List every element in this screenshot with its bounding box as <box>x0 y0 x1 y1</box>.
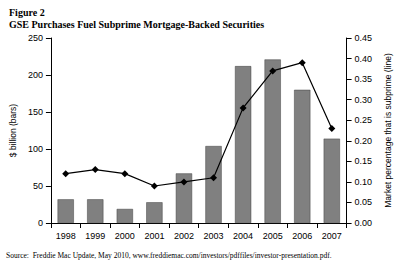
svg-text:Source: Freddie Mac Update, M: Source: Freddie Mac Update, May 2010, ww… <box>6 251 332 260</box>
svg-text:2003: 2003 <box>204 231 224 241</box>
svg-text:2005: 2005 <box>263 231 283 241</box>
svg-text:0.40: 0.40 <box>355 54 373 64</box>
svg-text:2001: 2001 <box>144 231 164 241</box>
svg-text:GSE Purchases Fuel Subprime Mo: GSE Purchases Fuel Subprime Mortgage-Bac… <box>9 19 264 30</box>
svg-text:2002: 2002 <box>174 231 194 241</box>
svg-text:0.00: 0.00 <box>355 218 373 228</box>
svg-text:2006: 2006 <box>292 231 312 241</box>
svg-text:2000: 2000 <box>115 231 135 241</box>
svg-text:0.15: 0.15 <box>355 156 373 166</box>
svg-text:1998: 1998 <box>56 231 76 241</box>
svg-text:Market percentage that is subp: Market percentage that is subprime (line… <box>383 53 393 208</box>
svg-text:$ billion (bars): $ billion (bars) <box>8 104 18 158</box>
svg-text:0.20: 0.20 <box>355 136 373 146</box>
svg-text:0.05: 0.05 <box>355 197 373 207</box>
svg-text:0.45: 0.45 <box>355 33 373 43</box>
svg-text:50: 50 <box>33 181 43 191</box>
svg-text:150: 150 <box>28 107 43 117</box>
svg-text:0.35: 0.35 <box>355 74 373 84</box>
svg-text:250: 250 <box>28 33 43 43</box>
svg-text:0: 0 <box>38 218 43 228</box>
svg-text:1999: 1999 <box>85 231 105 241</box>
svg-text:100: 100 <box>28 144 43 154</box>
svg-text:Figure 2: Figure 2 <box>9 7 45 18</box>
svg-text:0.10: 0.10 <box>355 177 373 187</box>
svg-text:200: 200 <box>28 70 43 80</box>
svg-text:2007: 2007 <box>322 231 342 241</box>
svg-text:2004: 2004 <box>233 231 253 241</box>
svg-text:0.25: 0.25 <box>355 115 373 125</box>
svg-text:0.30: 0.30 <box>355 95 373 105</box>
